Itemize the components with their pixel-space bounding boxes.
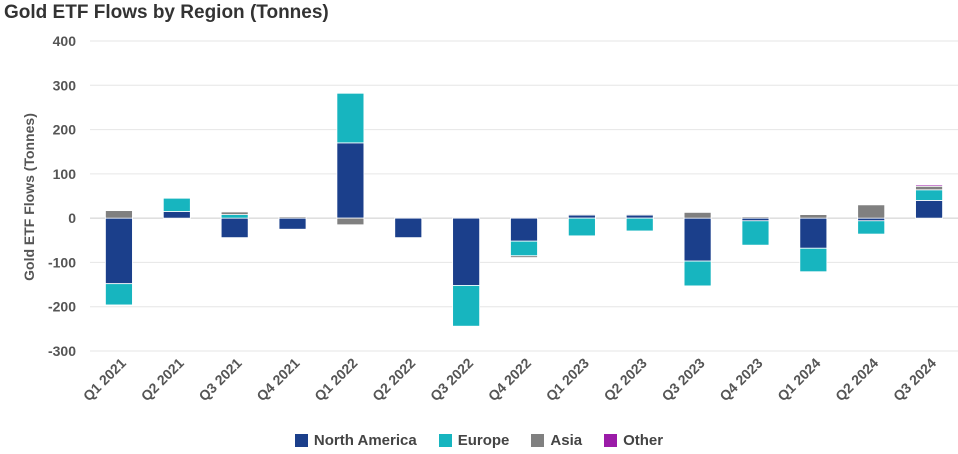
bar-segment — [105, 217, 133, 285]
bar-segment — [162, 211, 191, 219]
bar-segment — [857, 204, 886, 219]
bar-segment — [220, 217, 249, 239]
bar-segment — [915, 184, 943, 187]
y-tick-label: -200 — [48, 299, 76, 315]
bar-segment — [683, 260, 712, 287]
bar-segment — [220, 211, 249, 215]
bar-segment — [567, 213, 596, 216]
x-tick-label: Q3 2024 — [890, 355, 939, 404]
bar-segment — [741, 220, 770, 246]
x-tick-label: Q4 2022 — [485, 355, 534, 404]
x-tick-label: Q2 2022 — [369, 355, 418, 404]
bar-segment — [336, 92, 365, 144]
y-axis-label: Gold ETF Flows (Tonnes) — [21, 113, 37, 281]
x-tick-label: Q2 2023 — [601, 355, 650, 404]
bar-segment — [625, 214, 654, 219]
bar-segment — [915, 189, 943, 201]
bar-segment — [105, 210, 133, 219]
bar-segment — [567, 217, 596, 237]
bar-segment — [683, 211, 712, 219]
legend-item[interactable]: Asia — [531, 432, 582, 449]
legend-swatch — [531, 434, 545, 447]
x-tick-label: Q3 2023 — [658, 355, 707, 404]
bar-segment — [625, 213, 654, 216]
legend-swatch — [438, 434, 452, 447]
bar-segment — [510, 240, 538, 257]
bar-segment — [625, 217, 654, 232]
x-tick-label: Q2 2024 — [832, 355, 881, 404]
bar-segment — [336, 142, 365, 219]
bar-segment — [162, 197, 191, 212]
x-tick-label: Q4 2021 — [253, 355, 302, 404]
bar-segment — [452, 217, 481, 286]
legend-item[interactable]: Europe — [438, 432, 510, 449]
y-tick-label: -100 — [48, 254, 76, 270]
legend-label: Other — [623, 432, 664, 449]
x-tick-label: Q3 2022 — [427, 355, 476, 404]
bar-segment — [799, 214, 828, 219]
bar-segment — [741, 216, 770, 219]
x-tick-label: Q1 2024 — [774, 355, 823, 404]
bar-segment — [452, 285, 481, 327]
legend-label: Europe — [457, 432, 510, 449]
bar-segment — [915, 200, 943, 219]
chart-legend: North America Europe Asia Other — [0, 432, 958, 449]
bar-segment — [857, 220, 886, 235]
y-tick-label: -300 — [48, 343, 76, 359]
y-tick-label: 0 — [68, 210, 76, 226]
legend-swatch — [294, 434, 308, 447]
chart-plot-area: -300 -200 -100 0 100 200 300 400 Q1 2021 Q2 2021… — [21, 33, 958, 404]
y-tick-label: 200 — [53, 122, 77, 138]
y-tick-label: 100 — [53, 166, 77, 182]
bar-segment — [394, 217, 423, 239]
bars — [105, 92, 943, 327]
legend-item[interactable]: North America — [294, 432, 417, 449]
bar-segment — [915, 185, 943, 191]
x-axis-ticks: Q1 2021 Q2 2021 Q3 2021 Q4 2021 Q1 2022 Q2 20… — [80, 355, 940, 404]
bar-segment — [105, 283, 133, 306]
chart-title: Gold ETF Flows by Region (Tonnes) — [4, 2, 329, 23]
bar-segment — [799, 217, 828, 249]
legend-label: North America — [313, 432, 417, 449]
bar-segment — [510, 217, 538, 242]
gridlines — [90, 40, 958, 352]
x-tick-label: Q1 2023 — [543, 355, 592, 404]
legend-label: Asia — [550, 432, 583, 449]
bar-segment — [510, 255, 538, 258]
y-axis-ticks: -300 -200 -100 0 100 200 300 400 — [48, 33, 76, 359]
bar-segment — [278, 217, 307, 230]
x-tick-label: Q4 2023 — [716, 355, 765, 404]
bar-segment — [336, 217, 365, 226]
x-tick-label: Q3 2021 — [195, 355, 244, 404]
bar-segment — [799, 247, 828, 273]
x-tick-label: Q1 2022 — [311, 355, 360, 404]
legend-item[interactable]: Other — [604, 432, 663, 449]
legend-swatch — [604, 434, 618, 447]
x-tick-label: Q1 2021 — [80, 355, 129, 404]
bar-segment — [278, 216, 307, 219]
y-tick-label: 400 — [53, 33, 77, 49]
bar-segment — [567, 214, 596, 219]
y-tick-label: 300 — [53, 77, 77, 93]
bar-segment — [220, 214, 249, 219]
bar-segment — [683, 217, 712, 262]
x-tick-label: Q2 2021 — [138, 355, 187, 404]
